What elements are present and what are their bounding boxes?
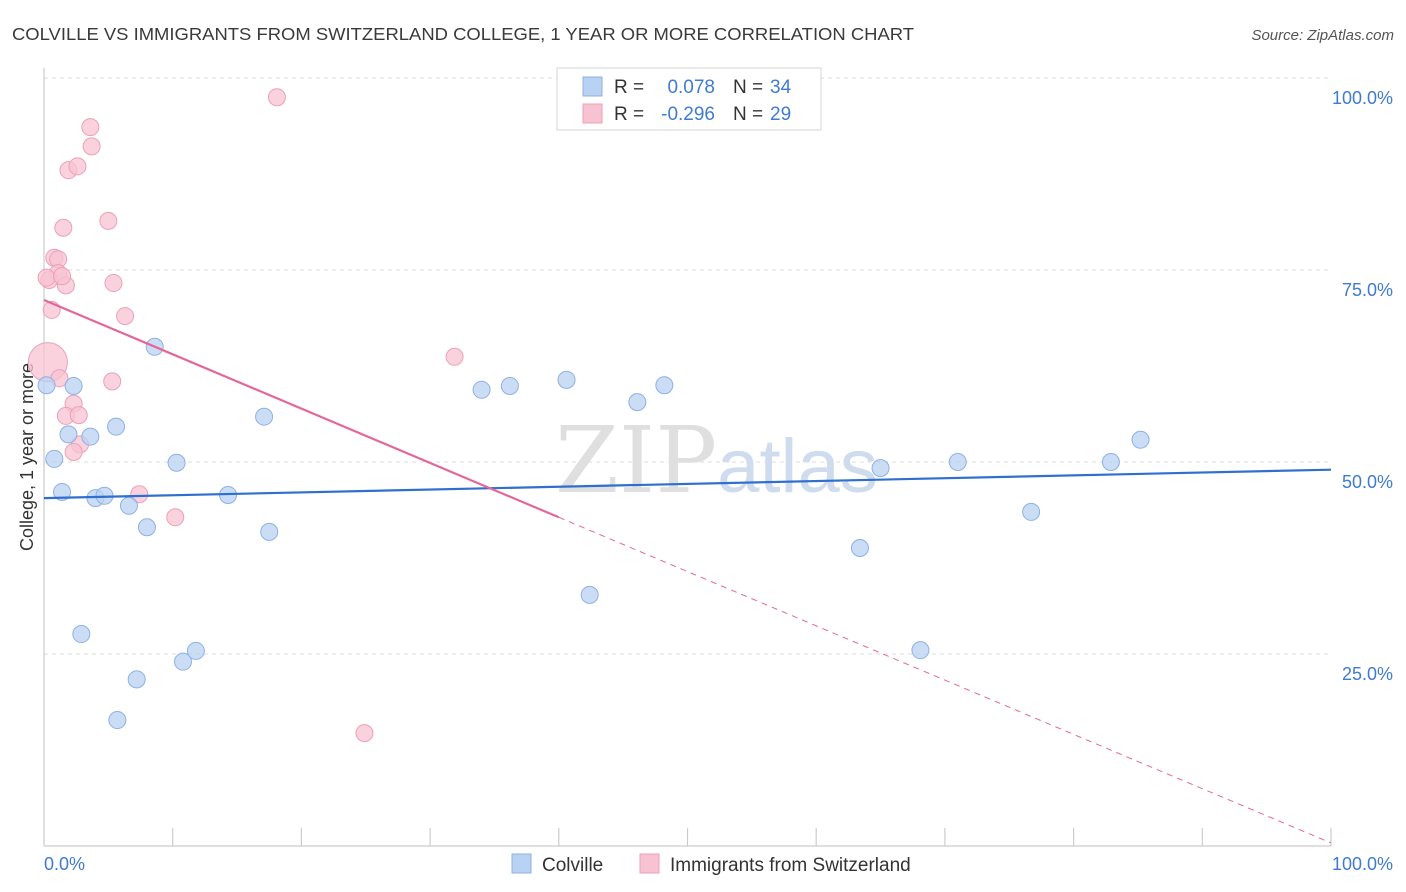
colville-point [500, 376, 519, 395]
colville-point [173, 652, 192, 671]
colville-point [260, 522, 279, 541]
colville-point [1022, 502, 1041, 521]
stats-legend: R = 0.078 N = 34 R = -0.296 N = 29 [556, 67, 822, 131]
colville-point [948, 453, 967, 471]
colville-point [186, 641, 205, 660]
stats-legend-n-value-switzerland: 29 [770, 104, 791, 125]
y-axis-label: College, 1 year or more [17, 363, 37, 551]
colville-point [1131, 430, 1150, 449]
colville-point [1101, 453, 1120, 471]
stats-legend-swatch-switzerland [582, 103, 603, 124]
y-tick-label: 50.0% [1342, 472, 1393, 492]
x-tick-label: 0.0% [44, 854, 85, 874]
gridlines [44, 77, 1331, 655]
switzerland-point [64, 443, 83, 462]
watermark-atlas: atlas [717, 424, 878, 509]
colville-point [37, 376, 56, 395]
stats-legend-n-value-colville: 34 [770, 77, 792, 98]
switzerland-point [130, 485, 149, 504]
source-credit: Source: ZipAtlas.com [1251, 27, 1394, 44]
colville-point [53, 482, 72, 501]
switzerland-point [37, 268, 56, 287]
colville-point [72, 625, 91, 644]
colville-point [81, 427, 100, 446]
legend-swatch-switzerland [639, 853, 660, 874]
colville-point [557, 370, 576, 389]
legend-swatch-colville [511, 853, 532, 874]
trend-lines [43, 298, 1332, 844]
y-tick-label: 75.0% [1342, 280, 1393, 300]
switzerland-point [54, 218, 73, 237]
colville-point [107, 417, 126, 436]
y-tick-labels: 100.0% 75.0% 50.0% 25.0% [1332, 88, 1393, 684]
y-tick-label: 100.0% [1332, 88, 1393, 108]
watermark-logo: ZIPatlas [555, 407, 878, 514]
colville-point [871, 459, 890, 478]
stats-legend-r-label: R = [614, 104, 644, 125]
colville-point [628, 393, 647, 412]
legend-item-colville: Colville [511, 853, 603, 876]
switzerland-point [99, 211, 118, 230]
colville-point [255, 407, 274, 426]
colville-point [911, 641, 930, 660]
stats-legend-r-value-switzerland: -0.296 [661, 104, 715, 125]
colville-point [59, 425, 78, 444]
scatter-points [27, 88, 1150, 743]
colville-point [655, 376, 674, 395]
switzerland-point [116, 307, 135, 326]
stats-legend-n-label: N = [733, 104, 763, 125]
switzerland-point [82, 137, 101, 156]
y-tick-label: 25.0% [1342, 664, 1393, 684]
legend-label-colville: Colville [542, 855, 603, 876]
x-tick-labels: 0.0% 100.0% [44, 854, 1393, 874]
x-tick-label: 100.0% [1332, 854, 1393, 874]
switzerland-point [355, 724, 374, 743]
switzerland-point [53, 267, 72, 286]
colville-point [127, 670, 146, 689]
colville-point [137, 518, 156, 537]
colville-trend-line-solid [43, 468, 1332, 500]
switzerland-point [166, 508, 185, 527]
colville-point [580, 585, 599, 604]
stats-legend-r-label: R = [614, 77, 644, 98]
legend-item-switzerland: Immigrants from Switzerland [639, 853, 911, 876]
watermark-zip: ZIP [555, 407, 717, 514]
colville-point [108, 711, 127, 730]
series-legend: Colville Immigrants from Switzerland [511, 853, 911, 876]
switzerland-trend-line-dashed [558, 516, 1332, 844]
colville-point [472, 380, 491, 399]
colville-point [850, 539, 869, 558]
switzerland-point [104, 274, 123, 293]
colville-point [167, 453, 186, 472]
switzerland-point [103, 372, 122, 391]
switzerland-point [445, 347, 464, 366]
switzerland-point [267, 88, 286, 107]
switzerland-point [81, 118, 100, 137]
chart-title: COLVILLE VS IMMIGRANTS FROM SWITZERLAND … [12, 24, 914, 44]
colville-point [64, 376, 83, 395]
stats-legend-swatch-colville [582, 76, 603, 97]
switzerland-point [69, 406, 88, 425]
x-tick-marks [172, 828, 1332, 846]
switzerland-trend-line-solid [43, 298, 560, 519]
colville-point [119, 496, 138, 515]
stats-legend-n-label: N = [733, 77, 763, 98]
legend-label-switzerland: Immigrants from Switzerland [670, 855, 911, 876]
stats-legend-r-value-colville: 0.078 [667, 77, 715, 98]
switzerland-point [68, 157, 87, 176]
colville-point [45, 449, 64, 468]
